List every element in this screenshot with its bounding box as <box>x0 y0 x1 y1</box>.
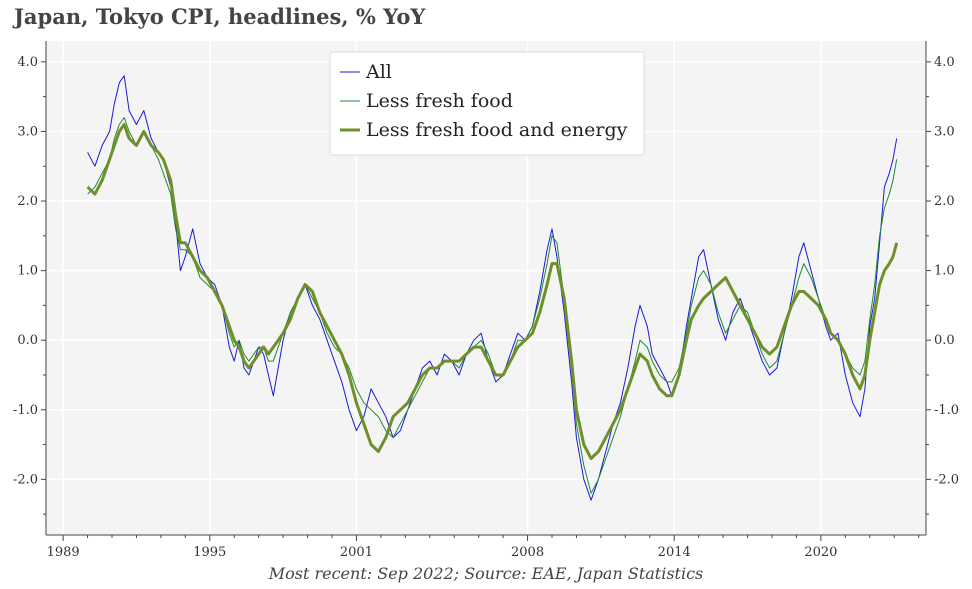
x-tick-label: 1989 <box>47 545 80 560</box>
x-tick-label: 2001 <box>340 545 373 560</box>
y-tick-label-left: 3.0 <box>17 124 38 139</box>
x-tick-label: 2008 <box>511 545 544 560</box>
y-tick-label-left: 1.0 <box>17 264 38 279</box>
y-tick-label-right: -2.0 <box>934 472 959 487</box>
legend: All Less fresh food Less fresh food and en… <box>329 51 645 156</box>
y-tick-label-right: 3.0 <box>934 124 955 139</box>
y-tick-label-left: 0.0 <box>17 333 38 348</box>
y-tick-label-left: -1.0 <box>13 403 38 418</box>
y-tick-label-left: -2.0 <box>13 472 38 487</box>
y-tick-label-left: 2.0 <box>17 194 38 209</box>
y-tick-label-right: 0.0 <box>934 333 955 348</box>
x-tick-label: 2020 <box>804 545 837 560</box>
axes: -2.0 -2.0 -1.0 -1.0 0.0 0.0 1.0 1.0 2.0 2.0 3.0 3.0… <box>13 41 959 560</box>
y-tick-label-right: 4.0 <box>934 55 955 70</box>
x-tick-label: 1995 <box>193 545 226 560</box>
y-tick-label-left: 4.0 <box>17 55 38 70</box>
y-tick-label-right: -1.0 <box>934 403 959 418</box>
y-tick-label-right: 2.0 <box>934 194 955 209</box>
series-line <box>86 123 899 460</box>
series-line <box>87 75 898 501</box>
legend-label: Less fresh food and energy <box>366 119 628 141</box>
x-tick-label: 2014 <box>658 545 691 560</box>
chart-title: Japan, Tokyo CPI, headlines, % YoY <box>14 4 426 29</box>
legend-box <box>329 51 645 156</box>
legend-label: All <box>365 61 392 83</box>
series-lines <box>86 75 899 501</box>
y-tick-label-right: 1.0 <box>934 264 955 279</box>
chart-caption: Most recent: Sep 2022; Source: EAE, Japa… <box>268 564 704 583</box>
legend-label: Less fresh food <box>366 90 513 112</box>
